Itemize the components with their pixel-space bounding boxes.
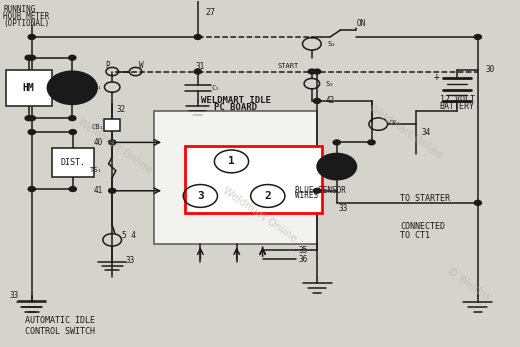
Text: CR₁: CR₁ — [388, 120, 401, 126]
Text: ₁: ₁ — [335, 167, 339, 172]
Circle shape — [25, 55, 32, 60]
Circle shape — [69, 116, 76, 121]
Circle shape — [368, 140, 375, 145]
Text: IGN.: IGN. — [65, 82, 80, 87]
Circle shape — [47, 71, 97, 104]
Text: CONNECTED: CONNECTED — [400, 221, 445, 230]
Bar — [51, 147, 94, 177]
Text: 40: 40 — [94, 138, 103, 147]
Text: BATTERY: BATTERY — [439, 102, 475, 111]
Text: S₁: S₁ — [94, 84, 102, 90]
Text: 41: 41 — [94, 186, 103, 195]
Text: © Weldm: © Weldm — [445, 266, 490, 302]
Text: 1: 1 — [228, 156, 235, 167]
Text: 30: 30 — [486, 65, 495, 74]
Text: 34: 34 — [421, 128, 431, 136]
Circle shape — [69, 130, 76, 134]
Text: Weldmart Online: Weldmart Online — [76, 117, 153, 175]
Text: TS₁: TS₁ — [90, 167, 103, 173]
Circle shape — [314, 69, 321, 74]
Text: BLUE SENSOR: BLUE SENSOR — [295, 186, 346, 195]
Bar — [6, 70, 51, 106]
Text: 3: 3 — [197, 191, 204, 201]
Text: RUNNING: RUNNING — [3, 5, 36, 14]
Circle shape — [69, 187, 76, 192]
Circle shape — [28, 130, 35, 134]
Text: S₂: S₂ — [327, 41, 336, 47]
Text: 35: 35 — [298, 246, 308, 255]
Circle shape — [28, 55, 35, 60]
Text: +: + — [433, 72, 439, 82]
Text: CB₁: CB₁ — [92, 124, 105, 130]
Text: TO STARTER: TO STARTER — [400, 194, 450, 203]
Text: 2: 2 — [264, 191, 271, 201]
Circle shape — [314, 188, 321, 193]
Text: 33: 33 — [126, 256, 135, 265]
Text: C₅: C₅ — [212, 85, 220, 91]
Text: PC BOARD: PC BOARD — [214, 103, 257, 112]
Circle shape — [333, 140, 341, 145]
Text: ON: ON — [357, 19, 366, 28]
Text: Weldmart Online: Weldmart Online — [367, 103, 444, 161]
Circle shape — [25, 116, 32, 121]
Text: HM: HM — [23, 83, 34, 93]
Text: 27: 27 — [206, 8, 216, 17]
Bar — [105, 119, 120, 131]
Text: WELDMART IDLE: WELDMART IDLE — [201, 96, 270, 105]
Text: TO CT1: TO CT1 — [400, 231, 430, 240]
Bar — [154, 111, 317, 244]
Text: S₃: S₃ — [326, 81, 334, 87]
Circle shape — [308, 69, 316, 74]
Circle shape — [28, 35, 35, 40]
Text: CR: CR — [332, 160, 341, 166]
Text: DIST.: DIST. — [60, 158, 85, 167]
Text: 36: 36 — [298, 255, 308, 264]
Circle shape — [194, 35, 201, 40]
Circle shape — [28, 116, 35, 121]
Text: AUTOMATIC IDLE: AUTOMATIC IDLE — [25, 316, 95, 325]
Text: 5 4: 5 4 — [122, 230, 136, 239]
Circle shape — [314, 99, 321, 103]
Text: 12 VOLT: 12 VOLT — [439, 95, 475, 104]
Circle shape — [474, 201, 482, 205]
Text: (OPTIONAL): (OPTIONAL) — [3, 19, 49, 28]
Text: W: W — [139, 61, 144, 70]
Circle shape — [109, 188, 116, 193]
Text: CONTROL SWITCH: CONTROL SWITCH — [25, 327, 95, 336]
Circle shape — [69, 55, 76, 60]
Bar — [185, 146, 322, 213]
Text: 31: 31 — [196, 62, 205, 71]
Circle shape — [109, 140, 116, 145]
Circle shape — [28, 187, 35, 192]
Text: Weldmart Online: Weldmart Online — [221, 186, 299, 244]
Text: 32: 32 — [116, 105, 126, 114]
Text: WIRES: WIRES — [295, 192, 318, 201]
Circle shape — [317, 153, 357, 180]
Text: 33: 33 — [339, 204, 347, 213]
Text: 42: 42 — [326, 96, 335, 105]
Text: COIL.: COIL. — [63, 89, 82, 94]
Circle shape — [194, 69, 201, 74]
Text: START: START — [278, 64, 299, 69]
Text: HOUR METER: HOUR METER — [3, 12, 49, 21]
Text: 33: 33 — [9, 291, 18, 300]
Circle shape — [474, 35, 482, 40]
Text: P: P — [106, 61, 110, 70]
